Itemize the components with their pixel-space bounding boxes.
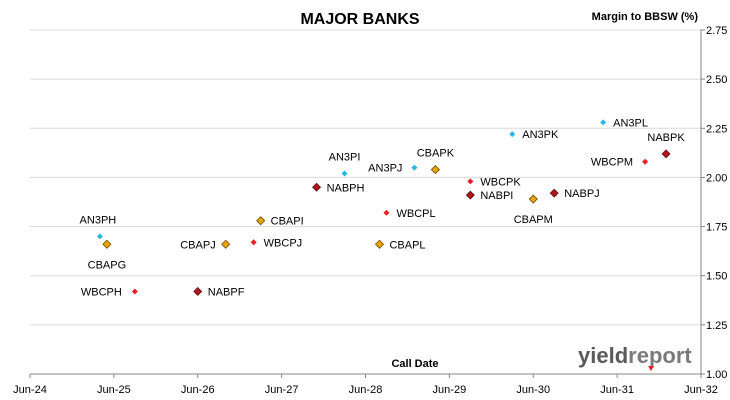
- chart-title: MAJOR BANKS: [300, 11, 419, 28]
- svg-text:yieldreport: yieldreport: [578, 343, 692, 368]
- point-label-nabpi: NABPI: [480, 190, 513, 202]
- point-labels: AN3PH CBAPG WBCPH NABPF CBAPJ WBCPJ CBAPI NABPH…: [80, 117, 686, 298]
- point-label-an3pk: AN3PK: [522, 129, 559, 141]
- point-label-cbapj: CBAPJ: [180, 239, 215, 251]
- point-cbapj: [221, 239, 231, 249]
- point-label-cbapg: CBAPG: [88, 259, 127, 271]
- x-tick-label: Jun-25: [97, 384, 131, 396]
- point-nabpk: [661, 149, 671, 159]
- point-an3pi: [341, 170, 348, 177]
- x-tick-label: Jun-24: [13, 384, 47, 396]
- y-tick-label: 1.25: [706, 320, 727, 332]
- point-nabpi: [465, 190, 475, 200]
- point-cbapk: [430, 165, 440, 175]
- point-label-an3pl: AN3PL: [613, 117, 648, 129]
- x-tick-label: Jun-31: [600, 384, 634, 396]
- point-label-nabpj: NABPJ: [564, 188, 599, 200]
- y-tick-label: 1.50: [706, 271, 727, 283]
- point-wbcpm: [642, 158, 649, 165]
- point-label-cbapm: CBAPM: [514, 214, 553, 226]
- logo-text-b: report: [628, 343, 692, 368]
- point-an3pl: [600, 119, 607, 126]
- gridlines: [30, 29, 701, 326]
- logo-text-a: yield: [578, 343, 628, 368]
- y-tick-label: 2.00: [706, 172, 727, 184]
- point-label-nabph: NABPH: [327, 182, 365, 194]
- point-nabph: [312, 182, 321, 192]
- point-label-cbapi: CBAPI: [271, 216, 304, 228]
- yieldreport-logo: yieldreport: [578, 343, 692, 371]
- y-tick-label: 1.00: [706, 369, 727, 381]
- point-wbcph: [131, 288, 138, 295]
- point-label-wbcpm: WBCPM: [591, 157, 633, 169]
- point-nabpf: [193, 287, 203, 296]
- x-tick-label: Jun-28: [349, 384, 383, 396]
- x-tick-labels: Jun-24 Jun-25 Jun-26 Jun-27 Jun-28 Jun-29 Jun-…: [13, 374, 718, 396]
- point-label-an3pj: AN3PJ: [368, 163, 402, 175]
- point-label-nabpk: NABPK: [647, 132, 685, 144]
- point-cbapi: [256, 216, 266, 226]
- point-label-cbapl: CBAPL: [389, 239, 425, 251]
- point-nabpj: [549, 188, 559, 198]
- y-axis-title: Margin to BBSW (%): [592, 11, 699, 23]
- point-cbapm: [528, 194, 538, 204]
- x-tick-label: Jun-32: [684, 384, 718, 396]
- x-axis-title: Call Date: [391, 358, 438, 370]
- point-label-wbcpj: WBCPJ: [264, 237, 303, 249]
- data-points: [96, 119, 671, 296]
- logo-pointer-icon: [648, 366, 654, 371]
- y-tick-label: 2.75: [706, 25, 727, 37]
- point-label-nabpf: NABPF: [208, 286, 245, 298]
- point-label-cbapk: CBAPK: [417, 148, 455, 160]
- point-label-wbcpl: WBCPL: [396, 208, 435, 220]
- y-tick-label: 2.50: [706, 74, 727, 86]
- point-an3ph: [96, 233, 103, 240]
- point-cbapl: [374, 239, 385, 249]
- x-tick-label: Jun-29: [433, 384, 467, 396]
- y-tick-labels: 1.00 1.25 1.50 1.75 2.00 2.25 2.50 2.75: [701, 25, 727, 381]
- point-wbcpj: [250, 239, 257, 246]
- point-wbcpl: [383, 209, 390, 216]
- point-an3pj: [411, 164, 418, 171]
- x-tick-label: Jun-26: [181, 384, 215, 396]
- y-tick-label: 2.25: [706, 123, 727, 135]
- point-wbcpk: [467, 178, 474, 185]
- point-label-wbcpk: WBCPK: [480, 176, 521, 188]
- x-tick-label: Jun-27: [265, 384, 299, 396]
- point-an3pk: [509, 131, 516, 138]
- x-tick-label: Jun-30: [516, 384, 550, 396]
- y-tick-label: 1.75: [706, 222, 727, 234]
- point-label-wbcph: WBCPH: [81, 286, 122, 298]
- point-label-an3pi: AN3PI: [329, 151, 361, 163]
- point-label-an3ph: AN3PH: [80, 214, 117, 226]
- point-cbapg: [102, 239, 112, 249]
